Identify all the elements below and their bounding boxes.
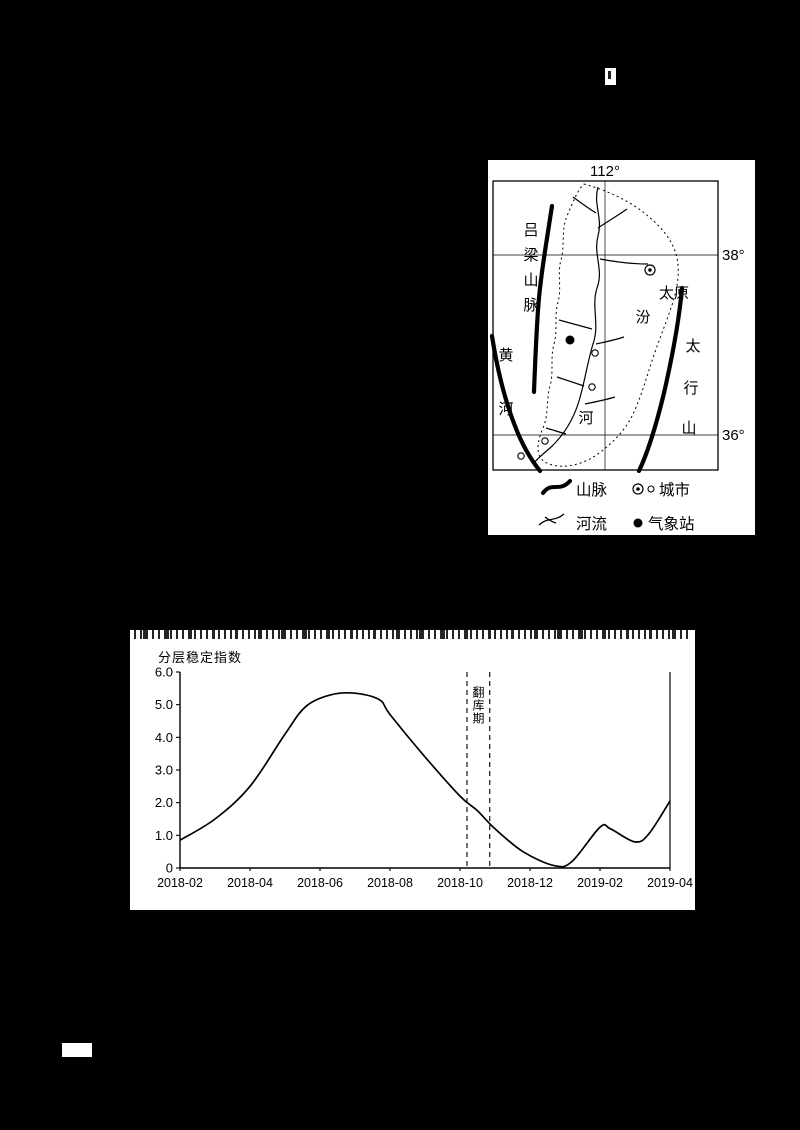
fen-river-tributary [556,376,585,387]
taihang-label-char: 行 [683,380,698,397]
fen-river-tributary [599,258,649,265]
fen-river-tributary [595,336,625,345]
clipped-text-artifact [134,630,691,639]
latitude-36-label: 36° [722,427,745,444]
yellow-river-label-char: 黄 [498,347,513,364]
y-tick-label: 1.0 [155,828,173,843]
legend-river-symbol [538,513,565,526]
turnover-period-label: 翻库期 [471,686,485,725]
y-tick-label: 4.0 [155,730,173,745]
fen-river-tributary [545,427,567,435]
weather-station-dot [565,335,575,345]
lvliang-mountains-line [531,203,555,395]
y-tick-label: 0 [166,861,173,876]
x-tick-label: 2018-10 [437,876,483,890]
y-tick-label: 3.0 [155,763,173,778]
fenhe-basin-map-figure: 112° 38° 36° [488,160,755,535]
legend-mountain-symbol [541,479,572,495]
lvliang-label-char: 吕 [523,222,538,239]
fen-river-tributary [558,319,593,330]
map-svg: 112° 38° 36° [489,163,745,533]
y-tick-label: 5.0 [155,697,173,712]
taihang-label-char: 山 [681,420,696,437]
stability-index-curve [179,691,671,868]
legend-river-symbol-branch [544,516,557,524]
taiyuan-label: 太原 [659,285,689,302]
top-edge-text-artifact [605,68,616,85]
x-tick-label: 2018-06 [297,876,343,890]
yellow-river-label-char: 河 [498,401,513,418]
lvliang-label-char: 脉 [523,297,538,314]
lvliang-label-char: 山 [523,272,538,289]
fen-river-main-stem [532,186,601,465]
legend-city-circle [647,485,655,493]
legend-mountain-label: 山脉 [576,481,608,499]
yellow-river-line [489,333,543,474]
x-tick-label: 2018-08 [367,876,413,890]
legend-station-dot [633,518,643,528]
city-marker [588,383,596,391]
legend-station-label: 气象站 [648,515,695,533]
taiyuan-city-marker-center [648,268,652,272]
fen-river-label-char: 河 [578,410,593,427]
stability-index-chart-figure: 0 1.0 2.0 3.0 4.0 5.0 6.0 2018-02 2018-04 2018-06… [130,630,695,910]
fen-river-tributary [584,396,616,405]
fen-river-tributary [572,196,597,214]
bottom-left-artifact [62,1043,92,1057]
chart-y-axis-title: 分层稳定指数 [158,650,243,665]
fen-river-label-char: 汾 [635,309,650,326]
y-tick-label: 6.0 [155,665,173,680]
map-labels: 吕 梁 山 脉 黄 河 汾 河 太原 太 行 山 [498,222,700,437]
x-tick-label: 2018-04 [227,876,273,890]
lvliang-label-char: 梁 [523,247,538,264]
x-tick-label: 2018-02 [157,876,203,890]
fen-river-network [532,186,649,465]
city-marker [517,452,525,460]
legend-city-double-circle-center [636,487,640,491]
x-tick-label: 2019-02 [577,876,623,890]
city-marker [541,437,549,445]
taihang-mountains-line [636,285,685,474]
longitude-label: 112° [590,163,620,180]
map-frame [492,180,719,471]
fen-river-tributary [597,208,628,229]
y-tick-label: 2.0 [155,795,173,810]
city-marker [591,349,599,357]
line-chart: 0 1.0 2.0 3.0 4.0 5.0 6.0 2018-02 2018-04 2018-06… [155,665,693,891]
latitude-38-label: 38° [722,247,745,264]
x-tick-label: 2019-04 [647,876,693,890]
legend-river-label: 河流 [576,515,607,533]
basin-boundary-dotted-line [537,183,679,467]
taihang-label-char: 太 [685,338,700,355]
city-markers [517,264,656,460]
map-legend: 山脉 城市 河流 气象站 [538,479,695,533]
x-tick-label: 2018-12 [507,876,553,890]
legend-city-label: 城市 [659,481,690,499]
